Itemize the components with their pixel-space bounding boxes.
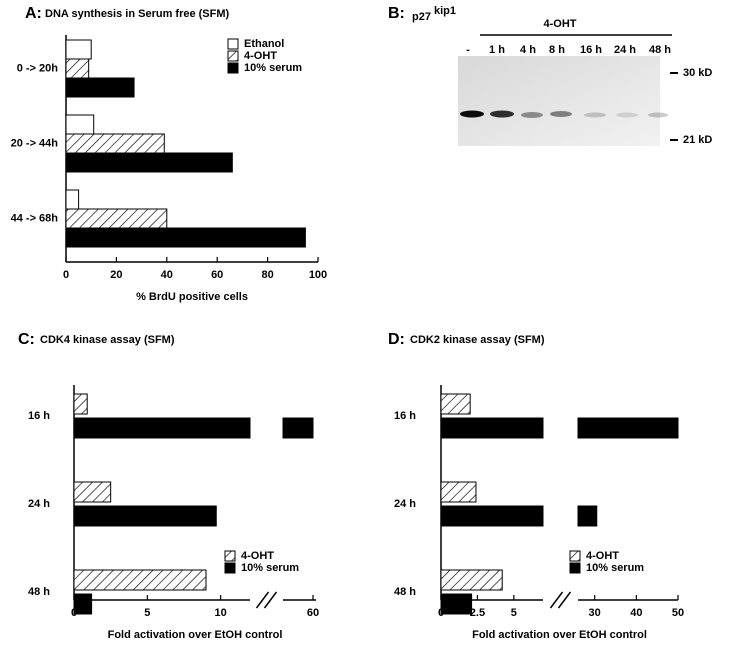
chart-title: CDK2 kinase assay (SFM) [410,334,545,346]
bar [65,227,306,248]
x-axis-label: % BrdU positive cells [136,291,248,303]
bar [73,569,207,591]
bar [282,417,314,439]
blot-panel: B: p27 kip1 4-OHT [388,5,678,146]
x-tick-label: 0 [63,269,69,281]
bar [440,505,544,527]
axis-break [557,591,572,609]
x-tick-label: 60 [307,607,319,619]
x-tick-label: 10 [215,607,227,619]
x-tick-label: 30 [589,607,601,619]
legend-swatch [227,50,239,62]
legend-label: Ethanol [244,38,284,50]
bar [440,481,477,503]
legend-swatch [227,62,239,74]
blot-title: p27 [412,11,431,23]
axis-break [549,591,564,609]
bar [65,208,168,229]
bar [440,593,473,615]
y-tick-label: 24 h [394,498,416,510]
legend-label: 10% serum [244,62,302,74]
panel-letter: A: [25,5,42,22]
blot-title-sup: kip1 [434,5,456,17]
lane-label: - [466,44,470,56]
x-tick-label: 40 [161,269,173,281]
bar [577,505,598,527]
bar [65,77,135,98]
panel-letter: C: [18,331,35,348]
y-tick-label: 24 h [28,498,50,510]
y-tick-label: 48 h [394,586,416,598]
bar [65,133,165,154]
bar [73,417,251,439]
y-tick-label: 16 h [28,410,50,422]
legend-swatch [224,562,236,574]
lane-label: 16 h [580,44,602,56]
bar [65,114,95,135]
bar [73,593,93,615]
x-tick-label: 5 [511,607,517,619]
x-tick-label: 5 [144,607,150,619]
bar [73,481,112,503]
bar [73,505,217,527]
y-tick-label: 44 -> 68h [11,212,59,224]
marker-label: 30 kD [683,67,712,79]
x-tick-label: 80 [261,269,273,281]
x-tick-label: 20 [110,269,122,281]
legend-swatch [569,562,581,574]
panel-letter: D: [388,331,405,348]
x-tick-label: 60 [211,269,223,281]
chart-title: CDK4 kinase assay (SFM) [40,334,175,346]
y-tick-label: 16 h [394,410,416,422]
legend-swatch [224,550,236,562]
legend-swatch [227,38,239,50]
lane-label: 4 h [520,44,536,56]
bar [65,189,80,210]
axis-break [255,591,270,609]
bar [440,393,471,415]
y-tick-label: 0 -> 20h [17,62,59,74]
lane-label: 48 h [649,44,671,56]
x-tick-label: 50 [672,607,684,619]
lane-label: 1 h [489,44,505,56]
marker-label: 21 kD [683,134,712,146]
x-axis-label: Fold activation over EtOH control [108,629,283,641]
x-axis-label: Fold activation over EtOH control [472,629,647,641]
blot-image [458,56,660,146]
x-tick-label: 100 [309,269,327,281]
bar [65,58,90,79]
bar [65,152,233,173]
chart-title: DNA synthesis in Serum free (SFM) [45,8,230,20]
bar [65,39,92,60]
legend-swatch [569,550,581,562]
panel-letter: B: [388,5,405,22]
lane-label: 8 h [549,44,565,56]
legend-label: 10% serum [241,562,299,574]
axis-break [263,591,278,609]
bar [73,393,88,415]
y-tick-label: 20 -> 44h [11,137,59,149]
legend-label: 4-OHT [244,50,277,62]
legend-label: 10% serum [586,562,644,574]
blot-bands [460,110,668,118]
x-tick-label: 2.5 [470,607,485,619]
x-tick-label: 40 [630,607,642,619]
legend-label: 4-OHT [241,550,274,562]
lane-label: 24 h [614,44,636,56]
y-tick-label: 48 h [28,586,50,598]
bar [440,417,544,439]
group-label: 4-OHT [544,18,577,30]
bar [440,569,503,591]
legend-label: 4-OHT [586,550,619,562]
bar [577,417,679,439]
